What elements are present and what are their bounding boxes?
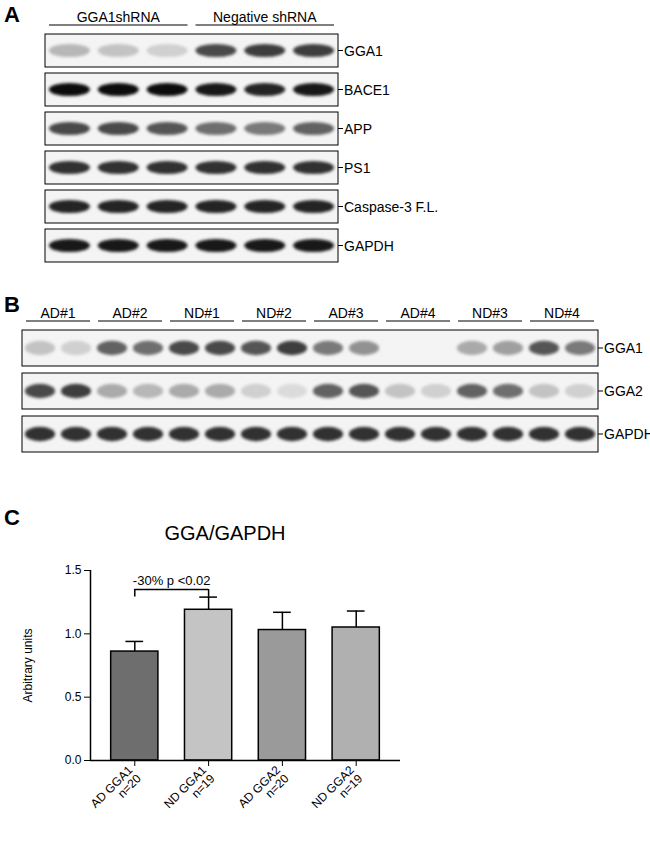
svg-text:GAPDH: GAPDH bbox=[604, 426, 650, 442]
svg-text:Negative shRNA: Negative shRNA bbox=[213, 9, 317, 25]
svg-text:AD#2: AD#2 bbox=[112, 305, 147, 321]
svg-text:ND#2: ND#2 bbox=[256, 305, 292, 321]
svg-text:GGA1: GGA1 bbox=[344, 43, 383, 59]
svg-text:Arbitrary units: Arbitrary units bbox=[21, 628, 35, 702]
svg-text:0.5: 0.5 bbox=[65, 690, 82, 704]
svg-text:AD GGA2n=20: AD GGA2n=20 bbox=[235, 763, 291, 819]
svg-text:Caspase-3 F.L.: Caspase-3 F.L. bbox=[344, 199, 438, 215]
html-text:A: A bbox=[4, 2, 20, 27]
svg-text:GGA1: GGA1 bbox=[604, 340, 643, 356]
svg-text:AD GGA1n=20: AD GGA1n=20 bbox=[88, 763, 144, 819]
svg-text:AD#1: AD#1 bbox=[40, 305, 75, 321]
svg-text:ND#4: ND#4 bbox=[544, 305, 580, 321]
svg-text:AD#3: AD#3 bbox=[328, 305, 363, 321]
svg-text:GAPDH: GAPDH bbox=[344, 238, 394, 254]
svg-text:1.0: 1.0 bbox=[65, 627, 82, 641]
svg-text:BACE1: BACE1 bbox=[344, 82, 390, 98]
svg-text:ND GGA1n=19: ND GGA1n=19 bbox=[161, 763, 218, 820]
svg-text:GGA2: GGA2 bbox=[604, 383, 643, 399]
svg-text:PS1: PS1 bbox=[344, 160, 371, 176]
html-text:C: C bbox=[4, 505, 20, 530]
svg-text:0.0: 0.0 bbox=[65, 753, 82, 767]
html-text:B: B bbox=[4, 292, 20, 317]
svg-text:1.5: 1.5 bbox=[65, 563, 82, 577]
svg-text:ND#3: ND#3 bbox=[472, 305, 508, 321]
svg-text:ND GGA2n=19: ND GGA2n=19 bbox=[309, 763, 366, 820]
svg-text:APP: APP bbox=[344, 121, 372, 137]
svg-text:GGA1shRNA: GGA1shRNA bbox=[77, 9, 161, 25]
svg-text:-30% p <0.02: -30% p <0.02 bbox=[133, 573, 211, 588]
html-text:GGA/GAPDH: GGA/GAPDH bbox=[164, 522, 286, 544]
svg-text:AD#4: AD#4 bbox=[400, 305, 435, 321]
svg-text:ND#1: ND#1 bbox=[184, 305, 220, 321]
